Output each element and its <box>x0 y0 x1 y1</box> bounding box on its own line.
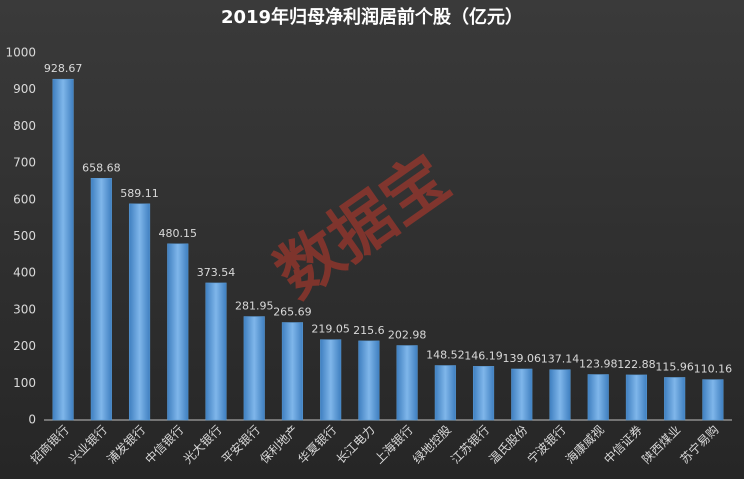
y-tick-label: 800 <box>13 119 36 133</box>
bar <box>472 366 495 421</box>
bar <box>52 78 74 421</box>
value-label: 110.16 <box>694 363 733 376</box>
bar <box>205 282 227 421</box>
y-tick-label: 400 <box>13 266 36 280</box>
value-label: 148.52 <box>426 348 465 361</box>
value-label: 281.95 <box>235 300 274 313</box>
value-label: 115.96 <box>655 360 694 373</box>
value-label: 265.69 <box>273 305 312 318</box>
value-label: 122.88 <box>617 358 656 371</box>
bar <box>434 365 456 421</box>
bar <box>511 368 533 421</box>
y-tick-label: 900 <box>13 82 36 96</box>
bar <box>396 345 418 421</box>
bar <box>90 178 112 421</box>
y-tick-label: 0 <box>28 413 36 427</box>
y-tick-label: 700 <box>13 156 36 170</box>
value-label: 137.14 <box>541 353 580 366</box>
y-tick-label: 100 <box>13 376 36 390</box>
bar <box>549 369 571 421</box>
bar <box>281 322 304 421</box>
value-label: 480.15 <box>159 227 198 240</box>
bar <box>587 374 609 421</box>
bar <box>664 377 686 421</box>
value-label: 219.05 <box>311 323 350 336</box>
value-label: 373.54 <box>197 266 236 279</box>
value-label: 139.06 <box>503 352 542 365</box>
bar <box>702 379 724 421</box>
bar <box>128 203 151 421</box>
y-tick-label: 500 <box>13 229 36 243</box>
chart-title: 2019年归母净利润居前个股（亿元） <box>221 6 523 28</box>
value-label: 215.6 <box>353 324 385 337</box>
value-label: 146.19 <box>464 349 503 362</box>
y-tick-label: 200 <box>13 339 36 353</box>
value-label: 202.98 <box>388 329 427 342</box>
y-tick-label: 300 <box>13 302 36 316</box>
bar <box>243 316 265 421</box>
value-label: 658.68 <box>82 161 121 174</box>
y-tick-label: 600 <box>13 192 36 206</box>
value-label: 928.67 <box>44 62 83 75</box>
bar <box>625 374 648 421</box>
bar <box>358 340 380 421</box>
value-label: 589.11 <box>120 187 159 200</box>
bar <box>320 339 342 421</box>
bar <box>167 243 189 421</box>
y-tick-label: 1000 <box>5 46 36 60</box>
value-label: 123.98 <box>579 357 618 370</box>
